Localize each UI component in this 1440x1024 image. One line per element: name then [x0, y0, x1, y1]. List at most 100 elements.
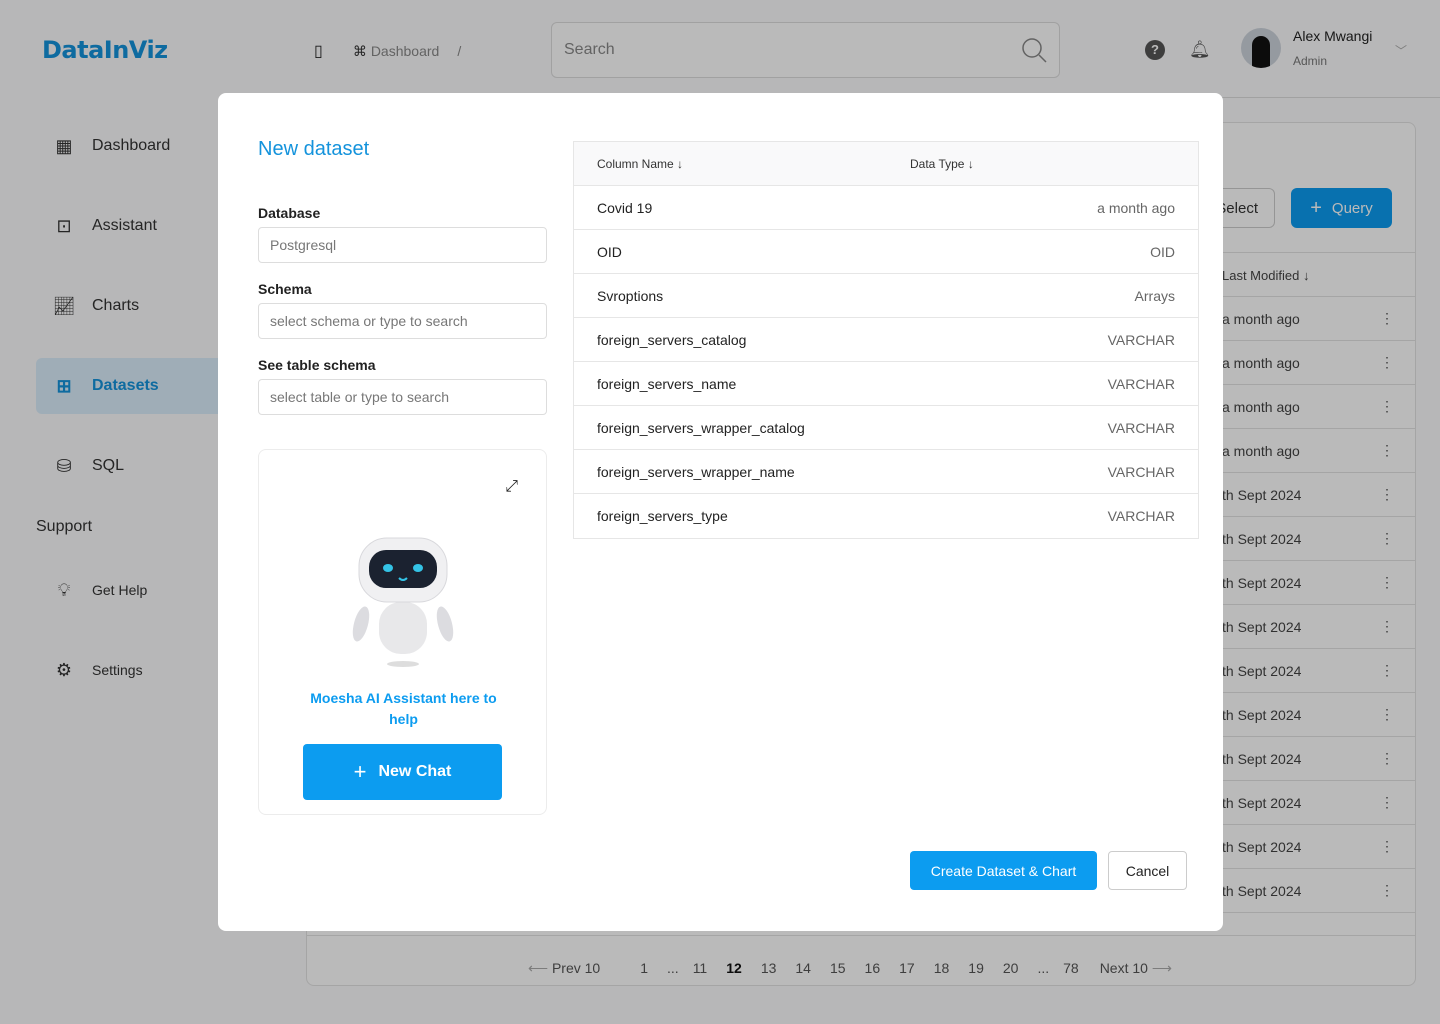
table-row[interactable]: Svroptions Arrays	[574, 274, 1198, 318]
last-modified: a month ago	[1222, 398, 1300, 415]
more-options-icon[interactable]: ⋮	[1380, 398, 1394, 414]
table-label: See table schema	[258, 357, 376, 373]
table-row[interactable]: th Sept 2024 ⋮	[1222, 649, 1415, 693]
page-78[interactable]: 78	[1063, 960, 1079, 976]
query-button[interactable]: + Query	[1291, 188, 1392, 228]
data-type: OID	[1150, 243, 1175, 260]
sidebar-item-settings[interactable]: ⚙ Settings	[36, 642, 218, 698]
page-18[interactable]: 18	[933, 960, 950, 976]
table-row[interactable]: a month ago ⋮	[1222, 341, 1415, 385]
chevron-down-icon[interactable]: ﹀	[1395, 44, 1408, 58]
database-select[interactable]: Postgresql	[258, 227, 547, 263]
page-20[interactable]: 20	[1002, 960, 1019, 976]
table-row[interactable]: foreign_servers_wrapper_catalog VARCHAR	[574, 406, 1198, 450]
sidebar-item-assistant[interactable]: ⊡ Assistant	[36, 198, 218, 254]
table-row[interactable]: th Sept 2024 ⋮	[1222, 517, 1415, 561]
table-row[interactable]: th Sept 2024 ⋮	[1222, 781, 1415, 825]
robot-illustration	[352, 537, 454, 667]
schema-select[interactable]: select schema or type to search	[258, 303, 547, 339]
more-options-icon[interactable]: ⋮	[1380, 442, 1394, 458]
table-row[interactable]: a month ago ⋮	[1222, 385, 1415, 429]
user-menu[interactable]: Alex Mwangi Admin	[1241, 28, 1372, 68]
sidebar-item-label: Assistant	[92, 217, 157, 234]
table-row[interactable]: Covid 19 a month ago	[574, 186, 1198, 230]
more-options-icon[interactable]: ⋮	[1380, 794, 1394, 810]
cancel-button[interactable]: Cancel	[1108, 851, 1187, 890]
table-row[interactable]: a month ago ⋮	[1222, 429, 1415, 473]
bell-icon[interactable]: 🔔︎	[1189, 40, 1211, 59]
sidebar-toggle-icon[interactable]: ▯	[314, 43, 323, 60]
sidebar-item-datasets[interactable]: ⊞ Datasets	[36, 358, 218, 414]
sidebar-item-sql[interactable]: ⛁ SQL	[36, 438, 218, 494]
more-options-icon[interactable]: ⋮	[1380, 354, 1394, 370]
create-dataset-button[interactable]: Create Dataset & Chart	[910, 851, 1097, 890]
last-modified: th Sept 2024	[1222, 838, 1302, 855]
table-row[interactable]: foreign_servers_type VARCHAR	[574, 494, 1198, 538]
avatar	[1241, 28, 1281, 68]
more-options-icon[interactable]: ⋮	[1380, 706, 1394, 722]
page-13[interactable]: 13	[760, 960, 777, 976]
page-17[interactable]: 17	[899, 960, 915, 976]
help-icon[interactable]: ?	[1145, 40, 1165, 60]
more-options-icon[interactable]: ⋮	[1380, 618, 1394, 634]
page-15[interactable]: 15	[829, 960, 846, 976]
page-14[interactable]: 14	[795, 960, 811, 976]
schema-table: Column Name ↓ Data Type ↓ Covid 19 a mont…	[573, 141, 1199, 539]
table-row[interactable]: th Sept 2024 ⋮	[1222, 605, 1415, 649]
table-row[interactable]: OID OID	[574, 230, 1198, 274]
page-19[interactable]: 19	[968, 960, 984, 976]
next-page-button[interactable]: Next 10 ⟶	[1100, 960, 1172, 977]
column-name: foreign_servers_name	[597, 375, 737, 392]
sidebar-item-label: Datasets	[92, 377, 159, 394]
sidebar-item-dashboard[interactable]: ▦ Dashboard	[36, 118, 218, 174]
last-modified: th Sept 2024	[1222, 662, 1302, 679]
breadcrumb[interactable]: Dashboard	[370, 43, 440, 59]
more-options-icon[interactable]: ⋮	[1380, 310, 1394, 326]
column-name: OID	[597, 243, 622, 260]
page-16[interactable]: 16	[864, 960, 881, 976]
sidebar-item-charts[interactable]: 📈︎ Charts	[36, 278, 218, 334]
table-row[interactable]: foreign_servers_wrapper_name VARCHAR	[574, 450, 1198, 494]
page-11[interactable]: 11	[692, 960, 708, 976]
sidebar-item-get-help[interactable]: 💡︎ Get Help	[36, 562, 218, 618]
column-header-name[interactable]: Column Name ↓	[597, 157, 910, 171]
table-row[interactable]: th Sept 2024 ⋮	[1222, 561, 1415, 605]
search-input[interactable]: Search	[551, 22, 1060, 78]
more-options-icon[interactable]: ⋮	[1380, 662, 1394, 678]
data-type: VARCHAR	[1107, 419, 1175, 436]
data-type: VARCHAR	[1107, 463, 1175, 480]
new-chat-button[interactable]: + New Chat	[303, 744, 502, 800]
table-row[interactable]: th Sept 2024 ⋮	[1222, 825, 1415, 869]
table-row[interactable]: th Sept 2024 ⋮	[1222, 693, 1415, 737]
page-12[interactable]: 12	[726, 960, 742, 976]
more-options-icon[interactable]: ⋮	[1380, 530, 1394, 546]
arrow-left-icon: ⟵	[528, 960, 549, 976]
lightbulb-icon: 💡︎	[57, 579, 71, 600]
more-options-icon[interactable]: ⋮	[1380, 750, 1394, 766]
table-row[interactable]: a month ago ⋮	[1222, 297, 1415, 341]
table-row[interactable]: th Sept 2024 ⋮	[1222, 869, 1415, 913]
new-dataset-modal: New dataset Database Postgresql Schema s…	[218, 93, 1223, 931]
table-row[interactable]: foreign_servers_name VARCHAR	[574, 362, 1198, 406]
more-options-icon[interactable]: ⋮	[1380, 882, 1394, 898]
table-row[interactable]: th Sept 2024 ⋮	[1222, 473, 1415, 517]
logo[interactable]: DataInViz	[42, 36, 168, 64]
search-icon[interactable]	[1021, 37, 1047, 63]
table-row[interactable]: foreign_servers_catalog VARCHAR	[574, 318, 1198, 362]
last-modified: a month ago	[1222, 310, 1300, 327]
data-type: VARCHAR	[1107, 375, 1175, 392]
column-header-type[interactable]: Data Type ↓	[910, 157, 974, 171]
more-options-icon[interactable]: ⋮	[1380, 574, 1394, 590]
last-modified: a month ago	[1222, 354, 1300, 371]
table-select[interactable]: select table or type to search	[258, 379, 547, 415]
column-header-last-modified[interactable]: Last Modified ↓	[1222, 252, 1415, 297]
expand-icon[interactable]: ⤢	[505, 478, 518, 495]
query-label: Query	[1331, 199, 1373, 217]
page-1[interactable]: 1	[640, 960, 649, 976]
prev-page-button[interactable]: ⟵ Prev 10	[528, 960, 600, 977]
table-row[interactable]: th Sept 2024 ⋮	[1222, 737, 1415, 781]
more-options-icon[interactable]: ⋮	[1380, 838, 1394, 854]
table-placeholder: select table or type to search	[270, 389, 449, 405]
more-options-icon[interactable]: ⋮	[1380, 486, 1394, 502]
dashboard-icon: ▦	[55, 135, 73, 156]
